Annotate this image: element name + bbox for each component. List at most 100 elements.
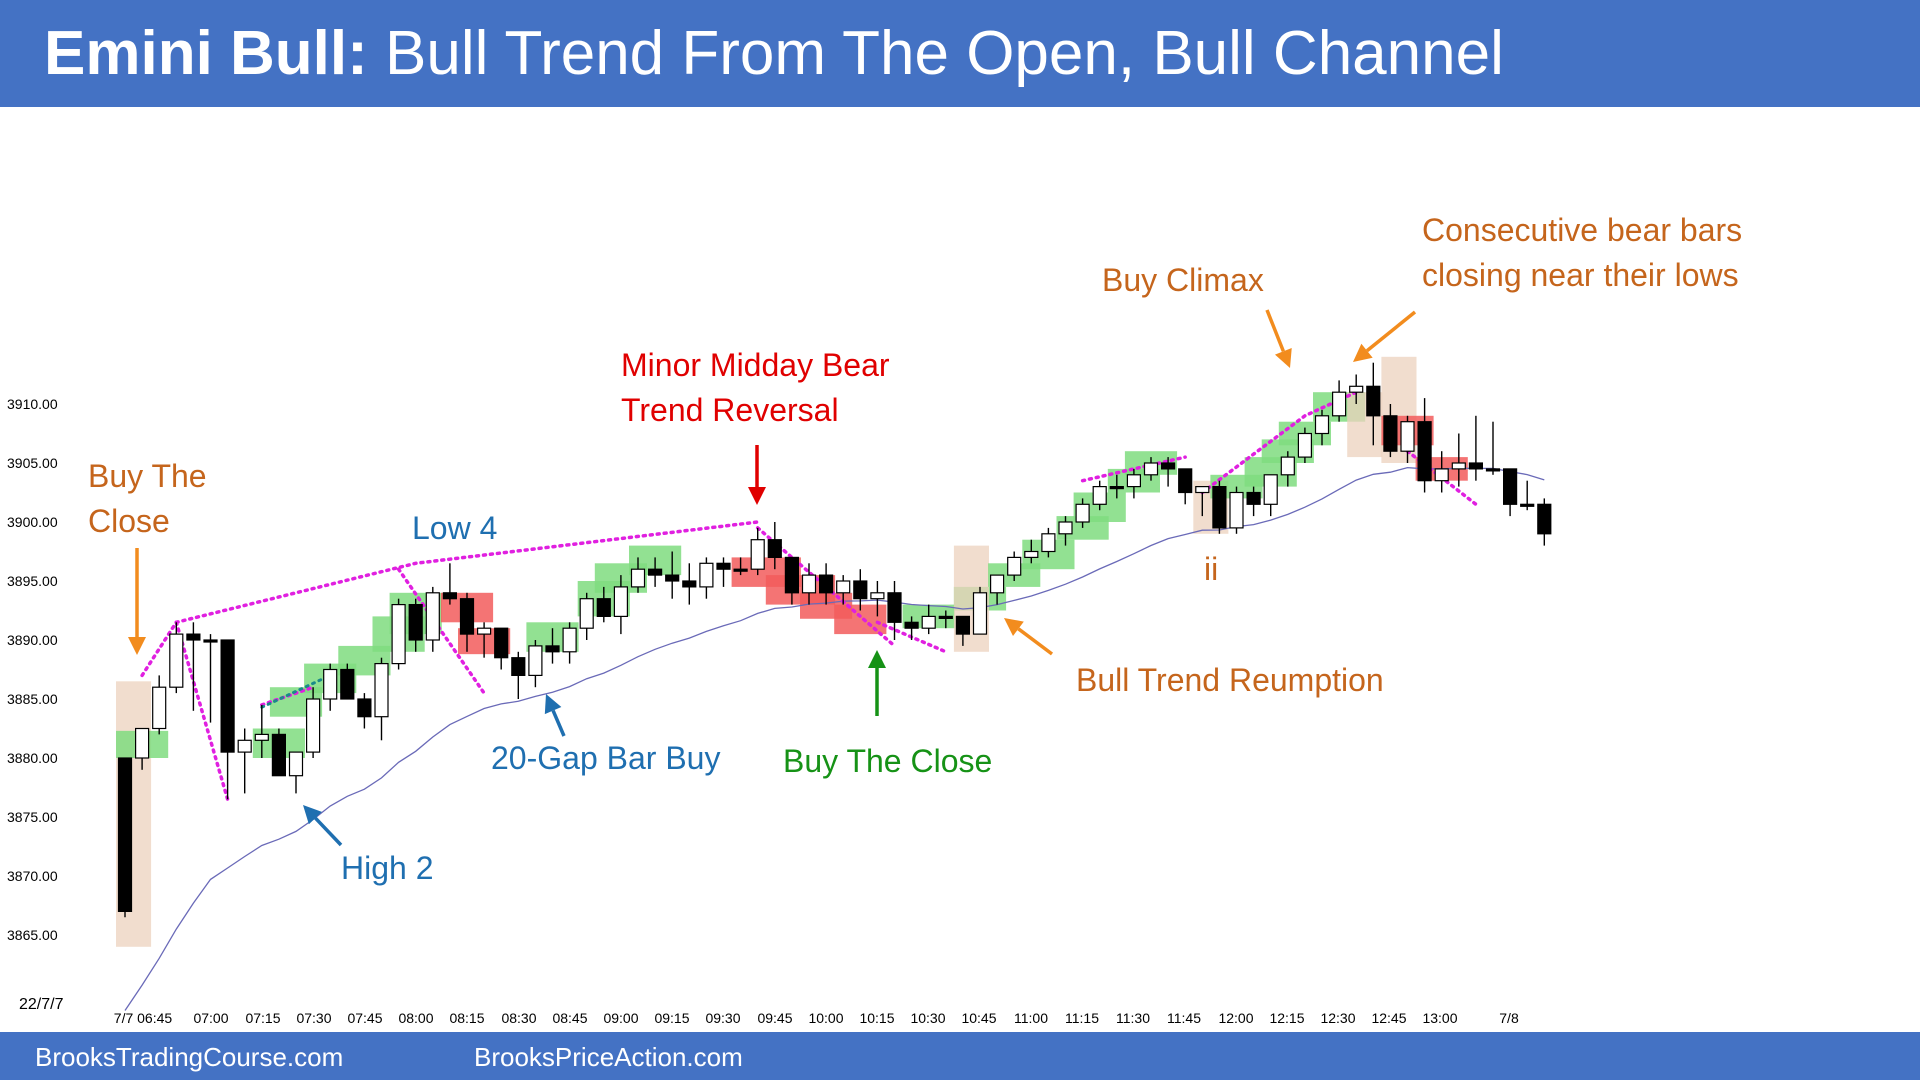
y-tick-label: 3905.00 <box>7 455 58 471</box>
teal-trendline <box>260 673 332 709</box>
x-tick-label: 08:15 <box>449 1010 484 1026</box>
trendline <box>140 520 760 678</box>
bear-candle <box>494 627 509 659</box>
y-tick-label: 3885.00 <box>7 691 58 707</box>
bear-candle <box>220 639 235 753</box>
x-tick-label: 09:15 <box>654 1010 689 1026</box>
x-tick-label: 7/8 <box>1499 1010 1519 1026</box>
bull-candle <box>152 686 167 730</box>
minor-midday-line1: Minor Midday Bear <box>621 347 890 383</box>
bear-candle <box>357 698 372 718</box>
page-title: Emini Bull: Bull Trend From The Open, Bu… <box>44 18 1504 90</box>
bear-candle <box>1160 462 1176 470</box>
bear-candle <box>647 568 663 576</box>
trendline-layer <box>124 390 1545 1011</box>
x-tick-label: 08:30 <box>501 1010 536 1026</box>
bull-candle <box>1349 385 1364 393</box>
bull-candle <box>1024 550 1039 559</box>
consecutive-bear-arrow <box>1353 310 1417 362</box>
consecutive-bear-line2: closing near their lows <box>1422 257 1739 293</box>
bear-candle <box>904 621 919 629</box>
bull-candle <box>477 627 492 635</box>
bull-candle <box>750 539 765 570</box>
bear-candle <box>442 592 457 600</box>
footer-right-link[interactable]: BrooksPriceAction.com <box>474 1042 743 1072</box>
bull-candle <box>801 574 817 594</box>
x-tick-label: 07:30 <box>296 1010 331 1026</box>
bull-candle <box>528 645 543 677</box>
bull-candle <box>135 727 150 759</box>
bear-candle <box>1417 421 1432 482</box>
bear-candle <box>203 639 218 643</box>
bear-candle <box>1366 385 1381 417</box>
bull-candle <box>1400 421 1415 452</box>
low-4-label: Low 4 <box>412 510 498 546</box>
x-tick-label: 12:00 <box>1218 1010 1253 1026</box>
footer-left-link[interactable]: BrooksTradingCourse.com <box>35 1042 344 1072</box>
buy-the-close-label-1-line2: Close <box>88 503 170 539</box>
bull-candle <box>237 739 252 753</box>
bull-candle <box>1075 503 1090 523</box>
bull-candle <box>1092 486 1107 505</box>
bear-candle <box>938 615 953 620</box>
x-tick-label: 10:30 <box>910 1010 945 1026</box>
gap-bar-buy-label: 20-Gap Bar Buy <box>491 740 721 776</box>
high-2-label: High 2 <box>341 850 434 886</box>
bear-candle <box>117 757 133 912</box>
y-tick-label: 3890.00 <box>7 632 58 648</box>
ii-label: ii <box>1204 551 1219 587</box>
bear-candle <box>818 574 834 594</box>
bear-candle <box>271 733 286 777</box>
bull-candle <box>972 592 988 635</box>
x-tick-label: 09:30 <box>705 1010 740 1026</box>
x-tick-label: 13:00 <box>1422 1010 1457 1026</box>
bull-candle <box>1297 432 1313 458</box>
bear-candle <box>408 603 423 641</box>
bull-candle <box>374 662 389 718</box>
bear-candle <box>1383 415 1398 452</box>
trendline <box>1200 390 1358 495</box>
bull-candle <box>254 733 269 741</box>
bull-candle <box>1451 462 1466 470</box>
bull-candle <box>579 598 594 629</box>
bear-candle <box>1520 503 1535 507</box>
bear-candle <box>459 598 475 635</box>
y-tick-label: 3900.00 <box>7 514 58 530</box>
x-tick-label: 11:00 <box>1014 1010 1048 1026</box>
bull-candle <box>1041 533 1056 553</box>
y-tick-label: 3895.00 <box>7 573 58 589</box>
bear-candle <box>955 615 971 635</box>
bear-candle <box>1537 503 1552 535</box>
bull-candle <box>306 698 321 753</box>
bull-candle <box>1263 474 1278 505</box>
x-tick-label: 7/7 06:45 <box>114 1010 173 1026</box>
bear-candle <box>1246 491 1261 505</box>
bear-candle <box>186 633 201 641</box>
x-tick-label: 10:45 <box>961 1010 996 1026</box>
bull-trend-reumption-arrow <box>1004 618 1054 656</box>
minor-reversal-arrow <box>748 445 766 505</box>
bull-candle <box>870 592 885 600</box>
bear-candle <box>545 645 560 653</box>
bars-layer <box>117 362 1552 918</box>
minor-midday-line2: Trend Reversal <box>621 392 839 428</box>
bull-candle <box>1434 468 1449 482</box>
x-tick-label: 08:00 <box>398 1010 433 1026</box>
title-rest: Bull Trend From The Open, Bull Channel <box>367 19 1504 88</box>
bull-candle <box>1007 556 1022 576</box>
bull-candle <box>613 586 629 618</box>
bear-candle <box>887 592 902 623</box>
minor-midday-reversal-label: Minor Midday Bear Trend Reversal <box>621 343 890 433</box>
bear-candle <box>1485 468 1501 472</box>
trendline <box>396 567 486 695</box>
title-bold: Emini Bull: <box>44 19 368 88</box>
bull-candle <box>630 568 646 588</box>
date-label: 22/7/7 <box>19 996 64 1013</box>
x-tick-label: 09:45 <box>757 1010 792 1026</box>
high-2-arrow <box>303 805 343 847</box>
bear-candle <box>665 574 680 582</box>
footer-bar: BrooksTradingCourse.com BrooksPriceActio… <box>0 1032 1920 1080</box>
bear-candle <box>767 539 782 559</box>
bull-candle <box>1314 415 1330 435</box>
bull-candle <box>323 668 338 700</box>
